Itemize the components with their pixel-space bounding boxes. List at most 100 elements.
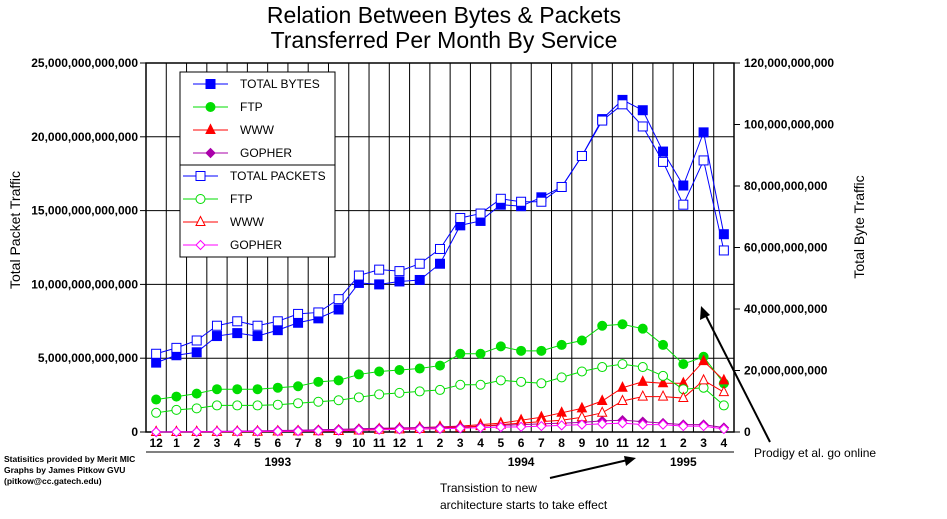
- prodigy-arrow: [703, 311, 771, 443]
- legend-label-0: TOTAL BYTES: [240, 77, 320, 91]
- point-1-26: [678, 359, 689, 370]
- point-5-27: [698, 382, 709, 393]
- series-7-gopher-diamond-open: [150, 417, 730, 438]
- point-5-21: [576, 366, 587, 377]
- x-tick-label-19: 7: [538, 436, 545, 450]
- point-6-28: [718, 385, 730, 397]
- x-axis-ticks: 12 1 2 3 4 5 6 7 8 9 10 11 12 1 2 3 4 5 6 7 8 9 10 11 12 1 2 3 4: [146, 436, 734, 453]
- left-tick-label-5: 0: [131, 425, 138, 439]
- point-5-4: [232, 400, 243, 411]
- point-7-21: [576, 419, 588, 430]
- x-tick-label-6: 6: [274, 436, 281, 450]
- year-labels: 1993 1994 1995: [264, 455, 697, 469]
- point-7-7: [292, 425, 304, 437]
- point-5-25: [658, 370, 669, 381]
- point-7-6: [272, 426, 284, 437]
- legend-marker-6: [195, 215, 206, 226]
- point-7-19: [536, 420, 547, 432]
- point-4-17: [495, 193, 506, 204]
- point-1-19: [536, 345, 547, 356]
- point-0-24: [637, 105, 648, 116]
- point-7-27: [698, 420, 709, 432]
- point-7-22: [596, 418, 608, 430]
- point-0-3: [211, 331, 222, 342]
- point-4-0: [151, 348, 162, 359]
- point-0-26: [678, 180, 689, 191]
- point-7-26: [678, 420, 689, 432]
- point-5-8: [313, 396, 324, 407]
- x-tick-label-28: 4: [721, 436, 728, 450]
- credits: Statisitics provided by Merit MIC Graphs…: [4, 454, 135, 486]
- legend-label-5: FTP: [230, 192, 253, 206]
- x-tick-label-23: 11: [616, 436, 629, 450]
- point-4-13: [414, 258, 425, 269]
- point-4-14: [435, 243, 445, 254]
- point-1-22: [597, 320, 608, 331]
- point-5-2: [191, 403, 202, 414]
- point-5-22: [597, 362, 608, 373]
- x-tick-label-22: 10: [596, 436, 610, 450]
- point-0-14: [435, 258, 445, 269]
- x-tick-label-14: 2: [437, 436, 444, 450]
- legend-label-1: FTP: [240, 100, 263, 114]
- point-6-22: [596, 406, 608, 417]
- point-4-20: [556, 181, 567, 192]
- point-6-25: [657, 389, 669, 401]
- point-1-6: [272, 382, 283, 393]
- point-0-4: [232, 328, 243, 339]
- point-5-11: [374, 389, 385, 400]
- point-0-13: [414, 274, 425, 285]
- point-4-11: [374, 264, 385, 275]
- point-5-9: [333, 395, 344, 406]
- point-1-23: [617, 319, 628, 330]
- point-1-20: [556, 339, 567, 350]
- point-4-25: [658, 156, 669, 167]
- point-1-25: [658, 339, 669, 350]
- point-7-3: [211, 426, 223, 437]
- right-tick-label-2: 80,000,000,000: [744, 179, 828, 193]
- point-7-18: [515, 421, 527, 433]
- point-1-5: [252, 384, 263, 395]
- point-5-14: [435, 384, 445, 395]
- credit-line-3: (pitkow@cc.gatech.edu): [4, 476, 102, 486]
- year-label-1995: 1995: [670, 455, 697, 469]
- point-0-0: [151, 357, 162, 368]
- point-2-25: [657, 376, 669, 388]
- x-tick-label-2: 2: [193, 436, 200, 450]
- point-4-3: [211, 320, 222, 331]
- legend-label-7: GOPHER: [230, 238, 282, 252]
- point-5-7: [293, 398, 304, 409]
- point-7-25: [657, 419, 669, 430]
- point-6-26: [678, 391, 689, 403]
- point-7-23: [617, 417, 628, 429]
- x-tick-label-18: 6: [518, 436, 525, 450]
- left-axis-title: Total Packet Traffic: [7, 171, 23, 289]
- point-5-20: [556, 372, 567, 383]
- point-1-16: [475, 348, 486, 359]
- point-4-21: [576, 150, 587, 161]
- point-4-18: [516, 196, 527, 207]
- point-5-13: [414, 386, 425, 397]
- point-1-0: [151, 394, 162, 405]
- chart-title-line-1: Relation Between Bytes & Packets: [267, 2, 621, 28]
- series-4-total-packets-square-open: [151, 99, 729, 359]
- right-tick-label-4: 40,000,000,000: [744, 302, 828, 316]
- legend-marker-2: [205, 123, 216, 134]
- point-1-14: [435, 360, 445, 371]
- point-4-2: [191, 335, 202, 346]
- transition-text-line-1: Transistion to new: [440, 481, 537, 495]
- point-7-5: [252, 426, 263, 437]
- year-label-1994: 1994: [508, 455, 535, 469]
- legend-marker-7: [195, 239, 206, 251]
- annotation-transition: Transistion to new architecture starts t…: [440, 456, 636, 512]
- point-7-15: [455, 423, 466, 434]
- point-7-17: [495, 421, 507, 433]
- point-4-15: [455, 212, 466, 223]
- credit-line-1: Statisitics provided by Merit MIC: [4, 454, 135, 464]
- point-1-12: [394, 365, 405, 376]
- point-1-13: [414, 363, 425, 374]
- x-tick-label-4: 4: [234, 436, 241, 450]
- point-7-9: [333, 425, 344, 436]
- point-0-11: [374, 279, 385, 290]
- point-1-17: [495, 341, 506, 352]
